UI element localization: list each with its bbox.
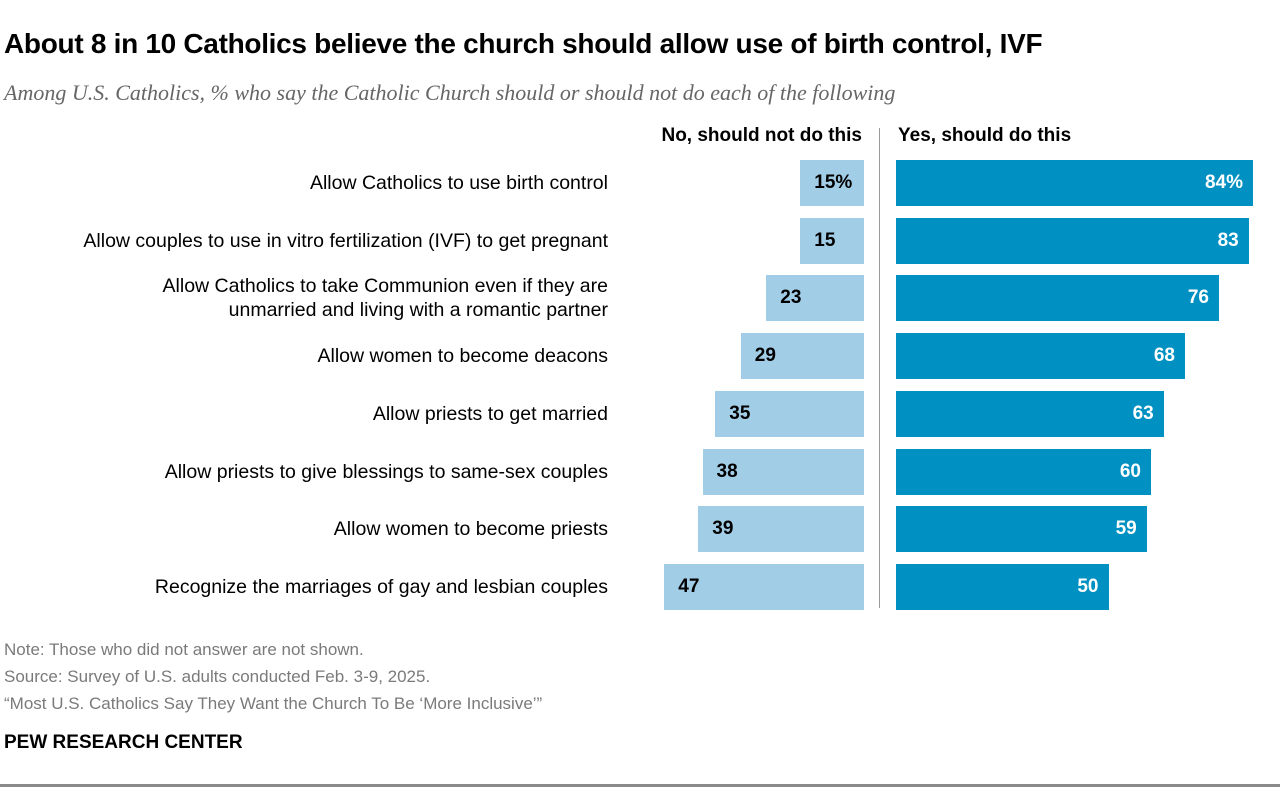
bar-yes: 63 bbox=[896, 390, 1164, 437]
data-label-no: 29 bbox=[754, 345, 776, 367]
bar-no: 29 bbox=[740, 333, 864, 380]
data-label-no: 39 bbox=[712, 518, 734, 540]
data-label-yes: 63 bbox=[1132, 402, 1154, 424]
data-label-yes: 68 bbox=[1153, 345, 1175, 367]
chart-subtitle: Among U.S. Catholics, % who say the Cath… bbox=[4, 80, 896, 105]
bar-yes: 60 bbox=[896, 448, 1151, 495]
data-label-yes: 84% bbox=[1204, 172, 1243, 193]
category-label: Allow Catholics to take Communion even i… bbox=[162, 275, 608, 322]
report-title-text: “Most U.S. Catholics Say They Want the C… bbox=[4, 694, 543, 713]
pew-logo-text: PEW RESEARCH CENTER bbox=[4, 732, 243, 753]
data-label-yes: 59 bbox=[1115, 518, 1137, 540]
bar-yes: 84% bbox=[896, 160, 1253, 206]
data-label-no: 35 bbox=[729, 402, 751, 424]
bar-yes: 76 bbox=[896, 275, 1219, 322]
category-label: Allow women to become deacons bbox=[317, 345, 609, 368]
data-label-no: 15 bbox=[814, 229, 836, 251]
data-label-no: 47 bbox=[678, 575, 700, 597]
data-label-no: 15% bbox=[814, 172, 853, 193]
legend-yes-header: Yes, should do this bbox=[898, 125, 1072, 146]
bar-no: 15% bbox=[800, 160, 864, 206]
center-divider bbox=[879, 128, 880, 608]
data-label-no: 38 bbox=[716, 460, 738, 482]
bar-no: 15 bbox=[800, 217, 864, 264]
category-label: Recognize the marriages of gay and lesbi… bbox=[154, 575, 608, 598]
category-label: Allow couples to use in vitro fertilizat… bbox=[83, 229, 608, 252]
data-label-no: 23 bbox=[780, 287, 802, 309]
legend-no-header: No, should not do this bbox=[661, 125, 862, 146]
bar-yes: 50 bbox=[896, 563, 1109, 610]
category-label: Allow priests to get married bbox=[372, 402, 608, 425]
bar-yes: 59 bbox=[896, 506, 1147, 553]
bar-no: 23 bbox=[766, 275, 864, 322]
bar-no: 38 bbox=[702, 448, 864, 495]
note-text: Note: Those who did not answer are not s… bbox=[4, 640, 364, 659]
bottom-rule bbox=[0, 784, 1280, 787]
bar-yes: 83 bbox=[896, 217, 1249, 264]
data-label-yes: 50 bbox=[1077, 575, 1099, 597]
bar-no: 47 bbox=[664, 563, 864, 610]
data-label-yes: 83 bbox=[1217, 229, 1239, 251]
bar-yes: 68 bbox=[896, 333, 1185, 380]
data-label-yes: 60 bbox=[1119, 460, 1141, 482]
category-label: Allow priests to give blessings to same-… bbox=[164, 460, 608, 483]
category-label: Allow Catholics to use birth control bbox=[309, 172, 608, 194]
source-text: Source: Survey of U.S. adults conducted … bbox=[4, 667, 431, 686]
bar-no: 35 bbox=[715, 390, 864, 437]
category-label: Allow women to become priests bbox=[333, 518, 608, 541]
bar-no: 39 bbox=[698, 506, 864, 553]
data-label-yes: 76 bbox=[1187, 287, 1209, 309]
chart-title: About 8 in 10 Catholics believe the chur… bbox=[4, 28, 1043, 59]
